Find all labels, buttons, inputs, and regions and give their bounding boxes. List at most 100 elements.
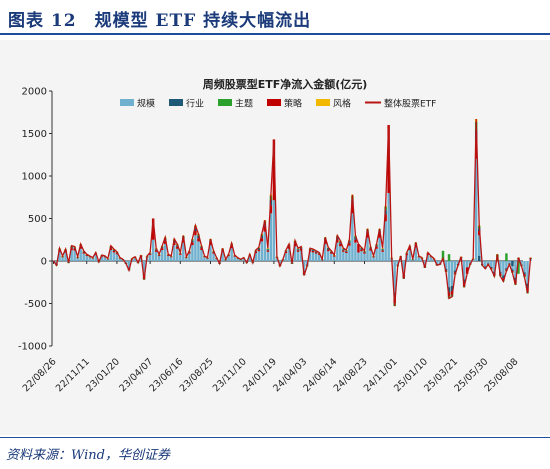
bar-scale: [284, 253, 288, 261]
bar-strategy: [160, 248, 164, 250]
x-tick-label: 25/08/08: [483, 356, 521, 394]
bar-scale: [106, 259, 110, 261]
figure-title: 图表 12 规模型 ETF 持续大幅流出: [8, 11, 312, 31]
bar-scale: [357, 252, 360, 261]
bar-scale: [342, 251, 345, 261]
bar-scale: [109, 249, 113, 261]
bar-theme: [67, 262, 70, 264]
bar-industry: [197, 235, 200, 239]
bar-scale: [360, 251, 363, 261]
bar-industry: [484, 266, 487, 268]
bar-scale: [336, 242, 339, 261]
bar-scale: [487, 261, 490, 264]
bar-strategy: [311, 251, 315, 253]
bar-scale: [173, 245, 176, 261]
bar-scale: [514, 261, 517, 278]
bar-scale: [242, 258, 245, 261]
bar-strategy: [360, 249, 363, 252]
bar-scale: [435, 261, 439, 264]
bar-scale: [215, 258, 218, 261]
bar-scale: [94, 254, 98, 261]
bar-scale: [275, 257, 279, 261]
bar-scale: [88, 257, 91, 261]
bar-strategy: [366, 233, 369, 238]
bar-industry: [342, 249, 345, 251]
bar-scale: [179, 254, 182, 261]
bar-strategy: [85, 255, 88, 257]
bar-scale: [526, 261, 529, 284]
bar-scale: [508, 261, 511, 264]
bar-industry: [490, 266, 493, 269]
bar-strategy: [345, 251, 348, 254]
bar-strategy: [369, 248, 372, 251]
bar-theme: [411, 259, 415, 260]
bar-scale: [293, 246, 297, 261]
bar-scale: [502, 261, 505, 276]
bar-scale: [269, 213, 273, 261]
bar-scale: [468, 261, 472, 264]
bar-strategy: [103, 256, 107, 258]
bar-scale: [227, 256, 230, 261]
bar-scale: [296, 251, 300, 261]
bar-strategy: [336, 239, 339, 243]
bar-scale: [182, 242, 185, 261]
bar-strategy: [375, 246, 378, 249]
bar-scale: [163, 243, 167, 261]
bar-strategy: [230, 246, 233, 249]
bar-scale: [278, 261, 282, 265]
bar-scale: [311, 252, 315, 261]
bar-scale: [103, 257, 107, 261]
bar-scale: [263, 231, 267, 261]
bar-industry: [257, 248, 261, 250]
bar-industry: [511, 269, 514, 271]
bar-strategy: [357, 244, 360, 253]
bar-theme: [447, 254, 451, 261]
bar-strategy: [333, 256, 336, 257]
bar-scale: [85, 256, 88, 261]
bar-industry: [502, 275, 505, 279]
total-line: [52, 119, 532, 307]
bar-strategy: [173, 242, 176, 246]
title-rule: [0, 33, 550, 35]
bar-theme: [441, 250, 445, 261]
bar-scale: [221, 251, 224, 261]
bar-industry: [191, 240, 194, 243]
bar-industry: [453, 270, 457, 273]
legend-swatch-scale: [120, 99, 134, 106]
bar-industry: [314, 251, 318, 253]
bar-scale: [203, 257, 206, 261]
bar-scale: [124, 261, 128, 263]
bar-strategy: [73, 248, 76, 251]
bar-strategy: [112, 251, 116, 253]
bar-strategy: [203, 256, 206, 258]
bar-scale: [378, 237, 381, 261]
bar-strategy: [381, 250, 384, 252]
bar-theme: [505, 253, 508, 261]
bar-industry: [148, 253, 152, 254]
bar-strategy: [233, 256, 236, 257]
bar-strategy: [384, 214, 387, 222]
bar-scale: [206, 258, 209, 261]
y-tick-label: 0: [41, 257, 47, 268]
bar-scale: [239, 259, 242, 261]
bar-industry: [360, 248, 363, 250]
legend-label-industry: 行业: [186, 98, 204, 110]
chart-title: 周频股票型ETF净流入金额(亿元): [203, 77, 368, 91]
legend-label-strategy: 策略: [284, 98, 302, 110]
y-tick-label: 500: [28, 214, 47, 225]
legend-label-style: 风格: [333, 98, 351, 110]
y-tick-label: -500: [24, 299, 47, 310]
legend-swatch-industry: [169, 99, 183, 106]
bar-strategy: [324, 241, 327, 244]
bar-scale: [230, 248, 233, 261]
bar-scale: [82, 253, 85, 261]
bar-scale: [384, 221, 387, 261]
bar-scale: [453, 261, 457, 271]
bar-strategy: [200, 248, 203, 250]
legend-swatch-strategy: [267, 99, 281, 106]
y-axis: -1000 -500 0 500 1000 1500 2000: [18, 87, 53, 353]
bar-strategy: [266, 250, 270, 252]
bar-strategy: [354, 239, 357, 243]
bar-scale: [354, 242, 357, 261]
bar-strategy: [296, 250, 300, 252]
